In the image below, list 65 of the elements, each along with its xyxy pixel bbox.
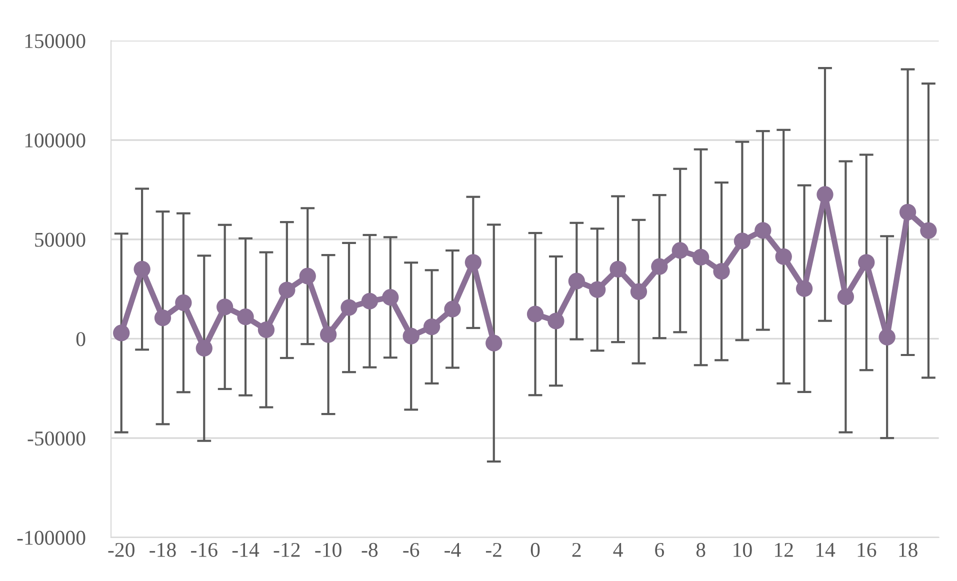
point	[837, 288, 854, 306]
point	[423, 318, 440, 336]
point	[444, 300, 461, 318]
y-tick-label: 100000	[25, 133, 86, 148]
point	[196, 340, 212, 357]
point	[775, 248, 792, 265]
point	[692, 248, 710, 266]
x-tick-label: 8	[696, 542, 706, 557]
x-tick-label: -4	[444, 543, 461, 557]
x-tick-label: 14	[816, 542, 836, 557]
point	[589, 281, 606, 298]
x-tick-label: 6	[655, 542, 664, 557]
point	[734, 232, 751, 250]
point	[175, 294, 192, 312]
point	[402, 328, 420, 344]
point	[382, 289, 399, 306]
x-tick-label: -8	[362, 542, 378, 557]
point	[672, 242, 688, 259]
point	[713, 263, 730, 280]
x-tick-label: 12	[775, 542, 793, 557]
x-tick-label: 2	[572, 542, 581, 557]
point	[486, 334, 502, 352]
point	[899, 204, 916, 220]
y-tick-label: 150000	[25, 34, 86, 48]
point	[630, 283, 648, 300]
y-tick-label: -50000	[28, 431, 86, 446]
point	[361, 292, 378, 310]
x-tick-label: 0	[530, 542, 540, 557]
point	[464, 254, 482, 271]
point	[878, 328, 896, 346]
point	[754, 222, 772, 239]
point	[651, 258, 668, 275]
point	[278, 282, 296, 298]
point	[154, 310, 172, 326]
x-tick-label: -10	[315, 542, 342, 557]
x-tick-label: -2	[486, 542, 502, 557]
x-tick-label: -16	[191, 542, 218, 557]
point	[216, 298, 234, 316]
point	[610, 260, 626, 278]
x-tick-label: 16	[858, 542, 876, 557]
x-tick-label: -20	[108, 542, 134, 557]
point	[568, 272, 585, 290]
x-tick-label: -6	[403, 542, 420, 557]
point	[134, 260, 150, 278]
point	[548, 312, 564, 330]
point	[816, 186, 834, 203]
point	[858, 254, 875, 271]
x-tick-label: 18	[899, 542, 918, 557]
point	[526, 306, 544, 322]
y-tick-label: 0	[76, 332, 86, 346]
point	[299, 268, 316, 284]
point	[237, 308, 254, 326]
point	[258, 321, 275, 338]
point	[796, 280, 813, 297]
y-tick-label: 50000	[35, 232, 86, 247]
x-tick-label: 10	[734, 542, 752, 557]
point	[320, 326, 337, 343]
point	[113, 324, 130, 342]
x-tick-label: -14	[232, 542, 260, 557]
y-tick-label: -100000	[17, 530, 86, 545]
x-tick-label: 4	[613, 543, 623, 557]
point	[340, 299, 358, 316]
x-tick-label: -12	[274, 542, 300, 557]
point	[920, 222, 937, 239]
x-tick-label: -18	[150, 542, 176, 557]
